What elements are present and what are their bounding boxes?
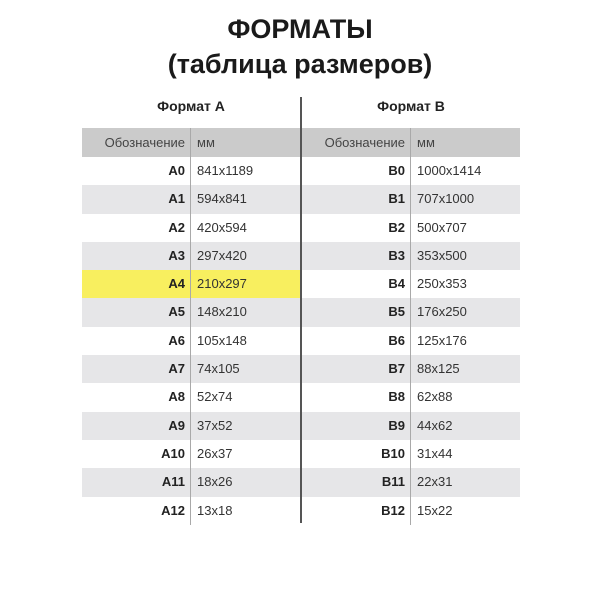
table-row: B1 707x1000 (302, 185, 520, 214)
table-row: A8 52x74 (82, 383, 300, 412)
format-code: A5 (82, 298, 191, 327)
format-size: 500x707 (417, 219, 467, 235)
table-row: B4 250x353 (302, 270, 520, 299)
format-b-table: Обозначение мм B0 1000x1414 B1 707x1000 B2 500x… (302, 128, 520, 525)
format-code: B2 (302, 213, 411, 242)
table-row: B12 15x22 (302, 496, 520, 525)
table-row: B9 44x62 (302, 411, 520, 440)
page-subtitle: (таблица размеров) (167, 49, 433, 79)
format-size: 31x44 (417, 445, 453, 461)
format-code: B10 (302, 439, 411, 469)
format-size: 22x31 (417, 474, 453, 490)
format-size: 420x594 (197, 219, 247, 235)
table-row: A7 74x105 (82, 355, 300, 384)
format-size: 105x148 (197, 332, 247, 348)
format-code: A1 (82, 185, 191, 214)
table-row: A9 37x52 (82, 411, 300, 440)
format-size: 297x420 (197, 247, 247, 263)
table-row: A1 594x841 (82, 185, 300, 214)
format-code: B6 (302, 326, 411, 356)
table-row: A11 18x26 (82, 468, 300, 497)
format-a-table: Обозначение мм A0 841x1189 A1 594x841 A2 420x59… (82, 128, 300, 525)
format-size: мм (197, 135, 215, 150)
format-code: A0 (82, 157, 191, 186)
table-row: B11 22x31 (302, 468, 520, 497)
format-code: A10 (82, 439, 191, 469)
format-size: 62x88 (417, 389, 453, 405)
table-row: B10 31x44 (302, 439, 520, 469)
format-code: B12 (302, 496, 411, 525)
format-code: Обозначение (302, 128, 411, 157)
format-size: 18x26 (197, 474, 233, 490)
format-size: 210x297 (197, 276, 247, 292)
table-row: A6 105x148 (82, 326, 300, 356)
page-title: ФОРМАТЫ (227, 14, 373, 44)
format-code: B9 (302, 411, 411, 440)
format-code: B1 (302, 185, 411, 214)
center-divider (300, 97, 302, 523)
format-size: 37x52 (197, 417, 233, 433)
format-size: 250x353 (417, 276, 467, 292)
format-size: 74x105 (197, 361, 240, 377)
table-row: A12 13x18 (82, 496, 300, 525)
table-row: B8 62x88 (302, 383, 520, 412)
format-code: A2 (82, 213, 191, 242)
format-size: 44x62 (417, 417, 453, 433)
format-b-heading: Формат В (377, 98, 445, 114)
format-code: A7 (82, 355, 191, 384)
table-row: A2 420x594 (82, 213, 300, 242)
format-code: A9 (82, 411, 191, 440)
format-size: 88x125 (417, 361, 460, 377)
format-size: 594x841 (197, 191, 247, 207)
table-row: A4 210x297 (82, 270, 300, 299)
format-code: B11 (302, 468, 411, 497)
format-code: A3 (82, 241, 191, 271)
format-size: 15x22 (417, 502, 453, 518)
format-size: 125x176 (417, 332, 467, 348)
format-code: B3 (302, 241, 411, 271)
table-row: A10 26x37 (82, 439, 300, 469)
format-size: 176x250 (417, 304, 467, 320)
format-size: 26x37 (197, 445, 233, 461)
table-row: B0 1000x1414 (302, 157, 520, 186)
format-code: A12 (82, 496, 191, 525)
format-code: B8 (302, 383, 411, 412)
format-size: 1000x1414 (417, 163, 482, 178)
table-row: B7 88x125 (302, 355, 520, 384)
format-code: A8 (82, 383, 191, 412)
table-row: B5 176x250 (302, 298, 520, 327)
table-header-row: Обозначение мм (82, 128, 300, 157)
format-code: Обозначение (82, 128, 191, 157)
format-code: A11 (82, 468, 191, 497)
format-size: 353x500 (417, 247, 467, 263)
table-row: B2 500x707 (302, 213, 520, 242)
table-row: B6 125x176 (302, 326, 520, 356)
table-row: A5 148x210 (82, 298, 300, 327)
format-code: B7 (302, 355, 411, 384)
format-size: 707x1000 (417, 191, 475, 207)
format-code: A6 (82, 326, 191, 356)
table-row: A3 297x420 (82, 241, 300, 271)
format-size: 52x74 (197, 389, 233, 405)
format-size: 148x210 (197, 304, 247, 320)
format-size: 13x18 (197, 502, 233, 518)
format-code: B0 (302, 157, 411, 186)
table-header-row: Обозначение мм (302, 128, 520, 157)
format-code: A4 (82, 270, 191, 299)
table-row: A0 841x1189 (82, 157, 300, 186)
format-size: 841x1189 (197, 163, 254, 178)
format-size: мм (417, 135, 435, 150)
format-code: B5 (302, 298, 411, 327)
format-a-heading: Формат А (157, 98, 225, 114)
format-code: B4 (302, 270, 411, 299)
table-row: B3 353x500 (302, 241, 520, 271)
